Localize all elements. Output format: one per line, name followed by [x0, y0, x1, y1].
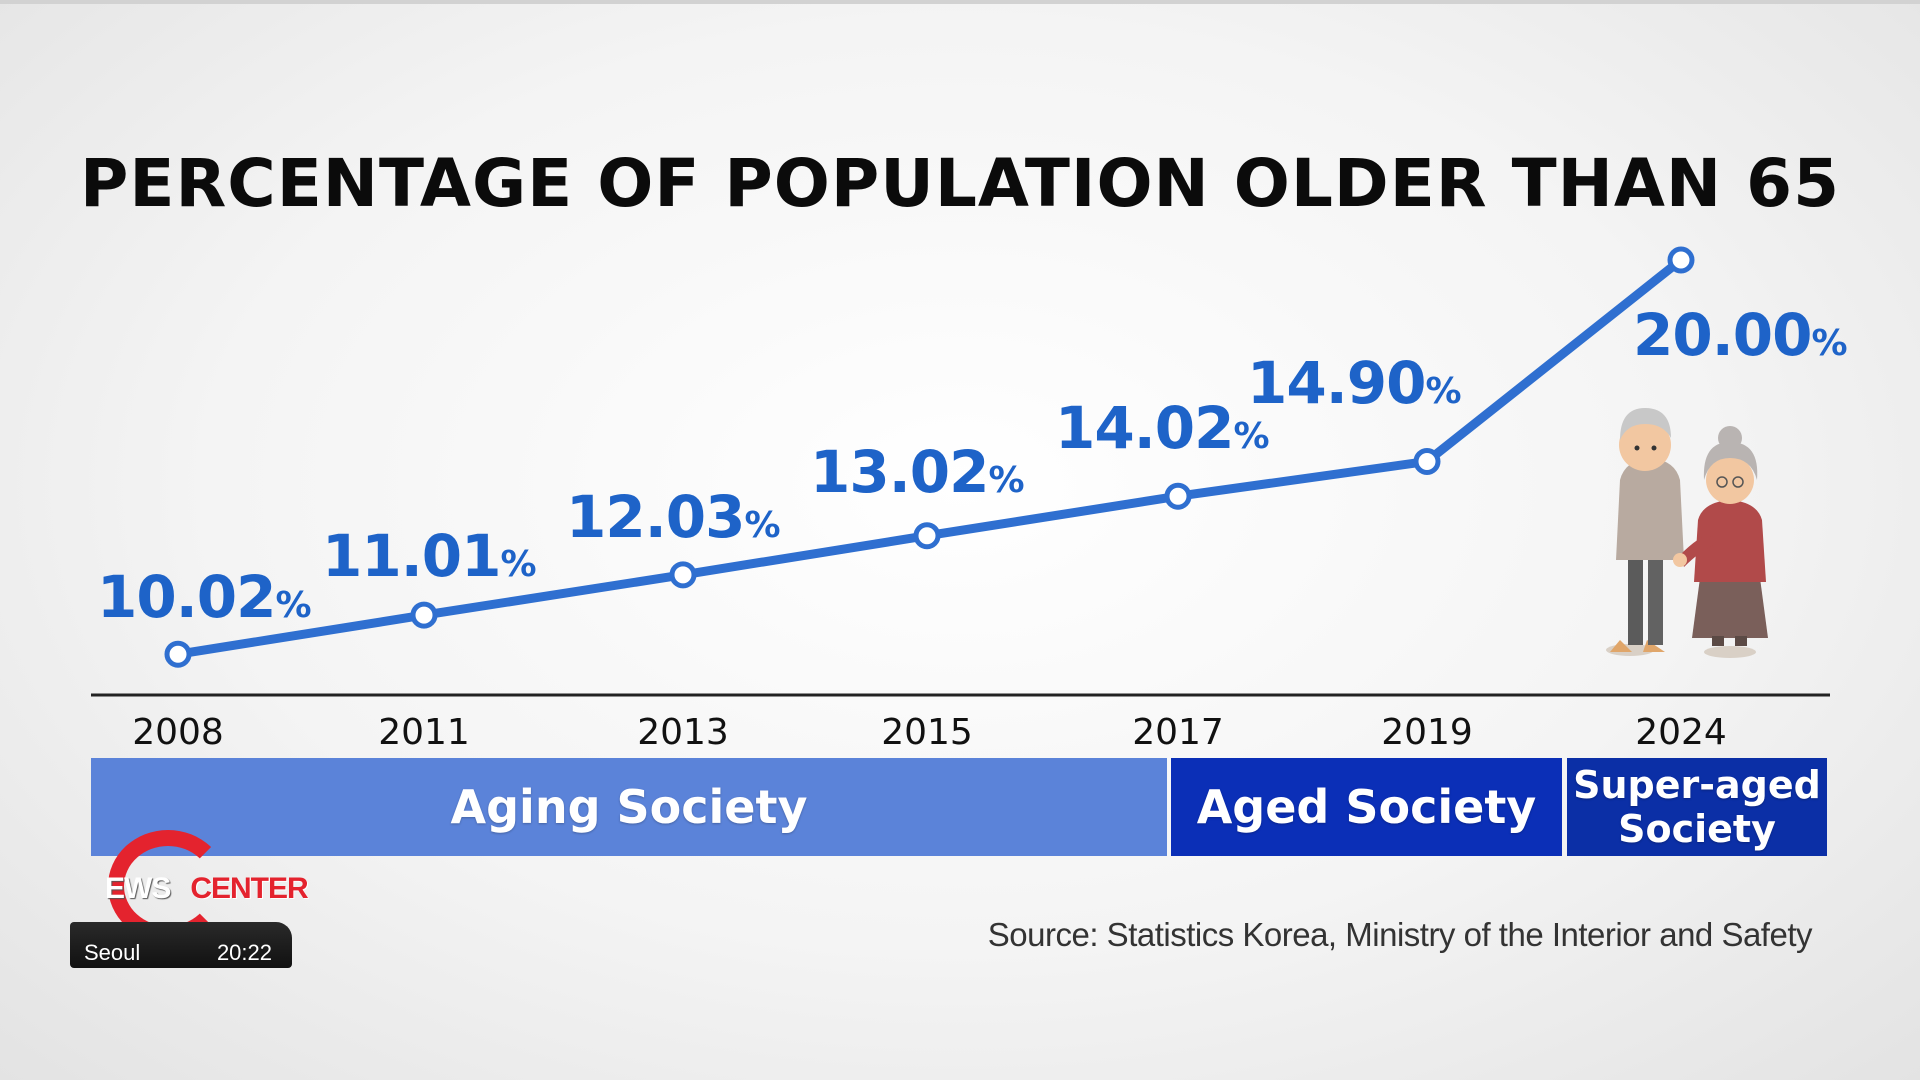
- data-label-2024: 20.00%: [1633, 301, 1847, 369]
- chart-title: PERCENTAGE OF POPULATION OLDER THAN 65: [80, 145, 1840, 222]
- data-point-2011: [410, 601, 438, 629]
- data-point-2015: [913, 522, 941, 550]
- logo-city: Seoul: [84, 940, 141, 965]
- band-super-aged-line2: Society: [1618, 807, 1776, 851]
- x-tick-label-2013: 2013: [637, 712, 729, 753]
- band-super-aged-society: Super-aged Society: [1567, 758, 1827, 856]
- data-label-2008: 10.02%: [97, 563, 311, 631]
- logo-time: 20:22: [216, 940, 272, 965]
- news-center-logo: EWS CENTER Seoul 20:22: [70, 830, 309, 980]
- data-label-2013: 12.03%: [566, 483, 780, 551]
- data-label-2011: 11.01%: [322, 522, 536, 590]
- data-label-2017: 14.02%: [1055, 394, 1269, 462]
- source-note: Source: Statistics Korea, Ministry of th…: [987, 916, 1813, 953]
- x-tick-label-2015: 2015: [881, 712, 973, 753]
- data-label-2015: 13.02%: [810, 438, 1024, 506]
- band-aged-society: Aged Society: [1171, 758, 1562, 856]
- x-tick-label-2019: 2019: [1381, 712, 1473, 753]
- data-point-2019: [1413, 447, 1441, 475]
- logo-wordmark: EWS CENTER: [105, 872, 309, 905]
- data-point-2013: [669, 561, 697, 589]
- band-aging-society: Aging Society: [91, 758, 1167, 856]
- data-point-2017: [1164, 482, 1192, 510]
- data-point-2008: [164, 640, 192, 668]
- x-tick-label-2008: 2008: [132, 712, 224, 753]
- x-tick-label-2011: 2011: [378, 712, 470, 753]
- x-tick-label-2024: 2024: [1635, 712, 1727, 753]
- band-super-aged-line1: Super-aged: [1573, 763, 1821, 807]
- elderly-couple-icon: [1606, 408, 1768, 658]
- top-strip: [0, 0, 1920, 4]
- data-label-2019: 14.90%: [1247, 349, 1461, 417]
- x-tick-label-2017: 2017: [1132, 712, 1224, 753]
- logo-info-bar: Seoul 20:22: [70, 922, 292, 968]
- data-point-2024: [1667, 246, 1695, 274]
